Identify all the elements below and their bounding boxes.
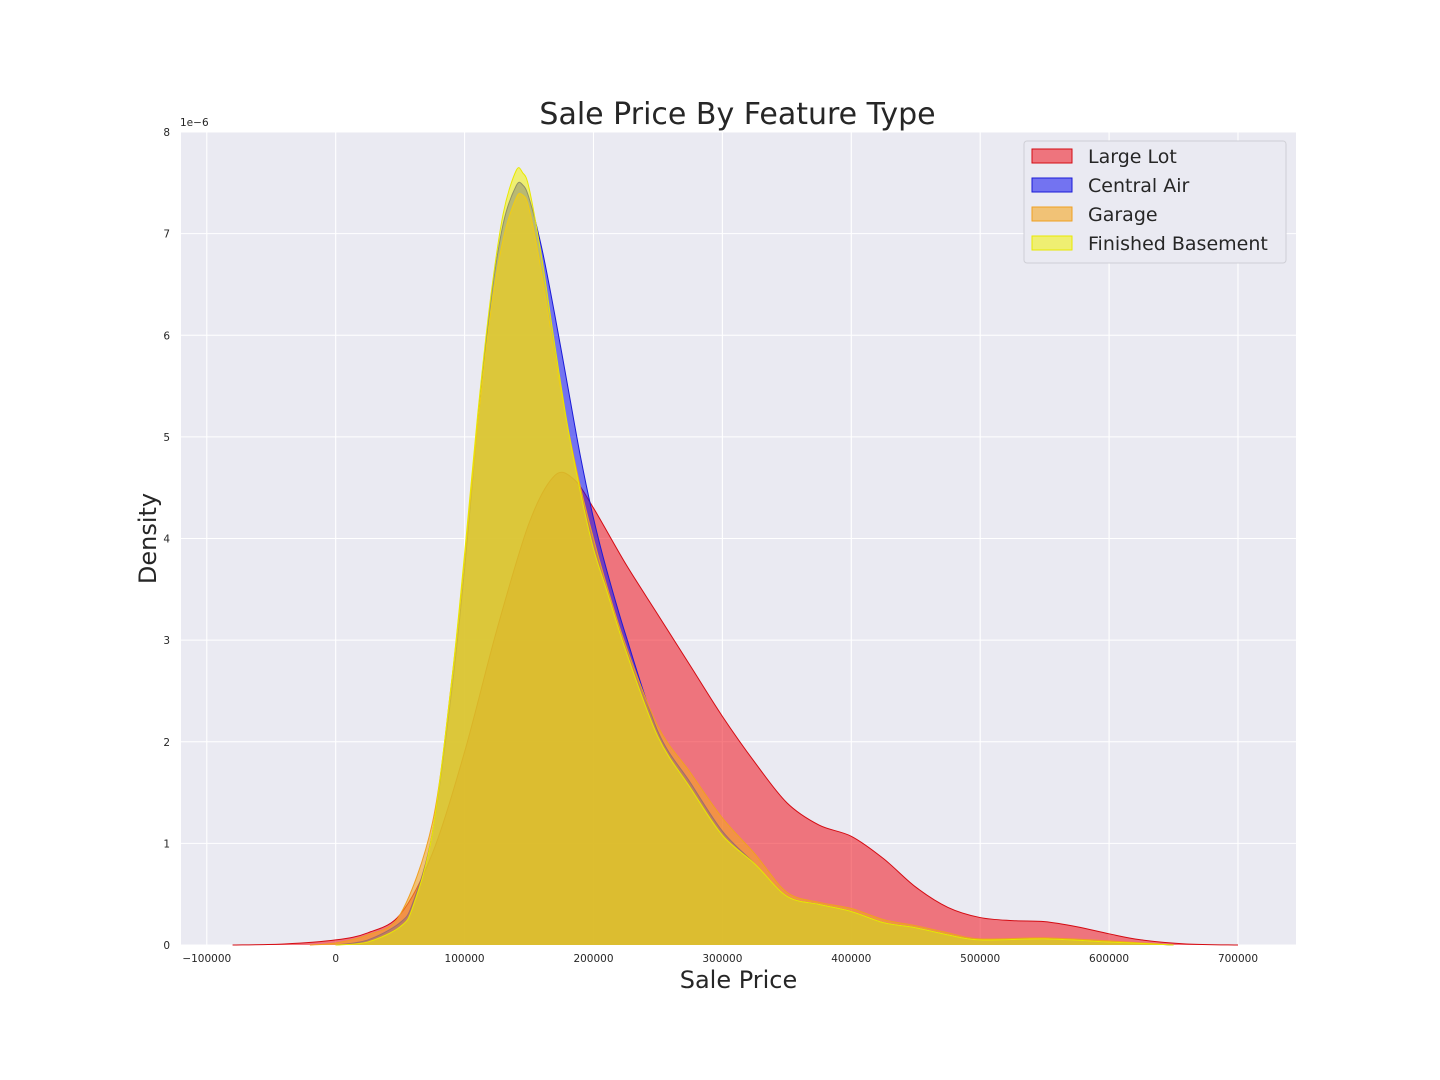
y-offset-label: 1e−6 xyxy=(180,117,209,129)
legend-swatch-garage xyxy=(1031,206,1073,222)
y-tick-label: 0 xyxy=(163,940,170,952)
y-tick-label: 6 xyxy=(163,330,170,342)
y-tick-label: 2 xyxy=(163,737,170,749)
y-tick-label: 1 xyxy=(163,838,170,850)
x-tick-label: 500000 xyxy=(960,953,1000,965)
y-tick-label: 7 xyxy=(163,229,170,241)
legend-label-central-air: Central Air xyxy=(1088,175,1189,197)
legend: Large Lot Central Air Garage Finished Basem… xyxy=(1023,140,1287,264)
y-tick-label: 5 xyxy=(163,432,170,444)
x-tick-label: 0 xyxy=(332,953,339,965)
series-area-finished-basement xyxy=(335,167,1174,946)
x-tick-label: 200000 xyxy=(573,953,613,965)
legend-label-garage: Garage xyxy=(1088,204,1158,226)
y-tick-label: 4 xyxy=(163,534,170,546)
x-tick-label: 600000 xyxy=(1089,953,1129,965)
legend-swatch-central-air xyxy=(1031,177,1073,193)
chart-title: Sale Price By Feature Type xyxy=(539,97,935,132)
legend-items: Large Lot Central Air Garage Finished Basem… xyxy=(1031,146,1268,255)
y-tick-label: 8 xyxy=(163,127,170,139)
legend-swatch-large-lot xyxy=(1031,148,1073,164)
legend-swatch-finished-basement xyxy=(1031,235,1073,251)
x-tick-label: 300000 xyxy=(702,953,742,965)
y-axis-title: Density xyxy=(134,493,162,584)
series-line-finished-basement xyxy=(335,167,1174,946)
y-tick-label: 3 xyxy=(163,635,170,647)
legend-label-finished-basement: Finished Basement xyxy=(1088,233,1268,255)
x-axis-title: Sale Price xyxy=(680,966,798,994)
tick-labels: −100000 0 100000 200000 300000 400000 500000 60… xyxy=(163,127,1258,965)
legend-box xyxy=(1023,140,1287,264)
x-tick-label: 400000 xyxy=(831,953,871,965)
x-tick-label: 100000 xyxy=(445,953,485,965)
legend-label-large-lot: Large Lot xyxy=(1088,146,1177,168)
x-tick-label: 700000 xyxy=(1218,953,1258,965)
series-layer xyxy=(232,167,1238,946)
x-tick-label: −100000 xyxy=(182,953,231,965)
